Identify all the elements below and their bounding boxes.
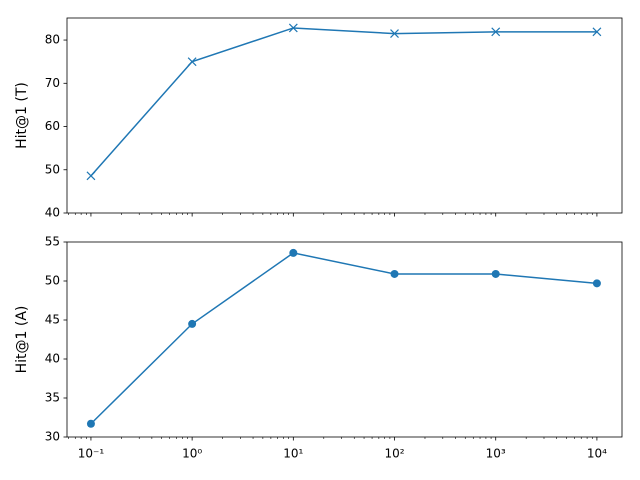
marker bbox=[188, 319, 197, 328]
y-tick-label: 45 bbox=[45, 313, 60, 327]
y-axis-label: Hit@1 (A) bbox=[14, 306, 30, 374]
series-line bbox=[90, 27, 597, 177]
x-tick-label: 10⁰ bbox=[182, 447, 202, 461]
marker bbox=[86, 171, 96, 181]
y-tick-label: 50 bbox=[45, 162, 60, 176]
y-tick-label: 40 bbox=[45, 352, 60, 366]
y-axis-label: Hit@1 (T) bbox=[14, 82, 30, 149]
marker bbox=[491, 269, 500, 278]
y-tick-label: 55 bbox=[45, 235, 60, 249]
y-tick-label: 50 bbox=[45, 274, 60, 288]
y-tick-label: 35 bbox=[45, 391, 60, 405]
y-tick-label: 60 bbox=[45, 119, 60, 133]
series-line bbox=[90, 252, 597, 425]
y-tick-label: 80 bbox=[45, 33, 60, 47]
marker bbox=[390, 29, 399, 38]
marker bbox=[288, 23, 298, 33]
x-tick-label: 10¹ bbox=[283, 447, 303, 461]
axes-frame bbox=[66, 17, 623, 214]
marker bbox=[289, 248, 298, 257]
marker bbox=[86, 419, 95, 428]
axes-frame bbox=[66, 241, 623, 438]
marker bbox=[390, 269, 399, 278]
y-tick-label: 40 bbox=[45, 206, 60, 220]
x-tick-label: 10⁻¹ bbox=[78, 447, 105, 461]
x-tick-label: 10³ bbox=[486, 447, 506, 461]
marker bbox=[592, 279, 601, 288]
marker bbox=[491, 27, 501, 37]
x-tick-label: 10² bbox=[384, 447, 404, 461]
x-tick-label: 10⁴ bbox=[587, 447, 607, 461]
marker bbox=[592, 27, 602, 37]
y-tick-label: 30 bbox=[45, 430, 60, 444]
marker bbox=[187, 57, 197, 67]
y-tick-label: 70 bbox=[45, 76, 60, 90]
